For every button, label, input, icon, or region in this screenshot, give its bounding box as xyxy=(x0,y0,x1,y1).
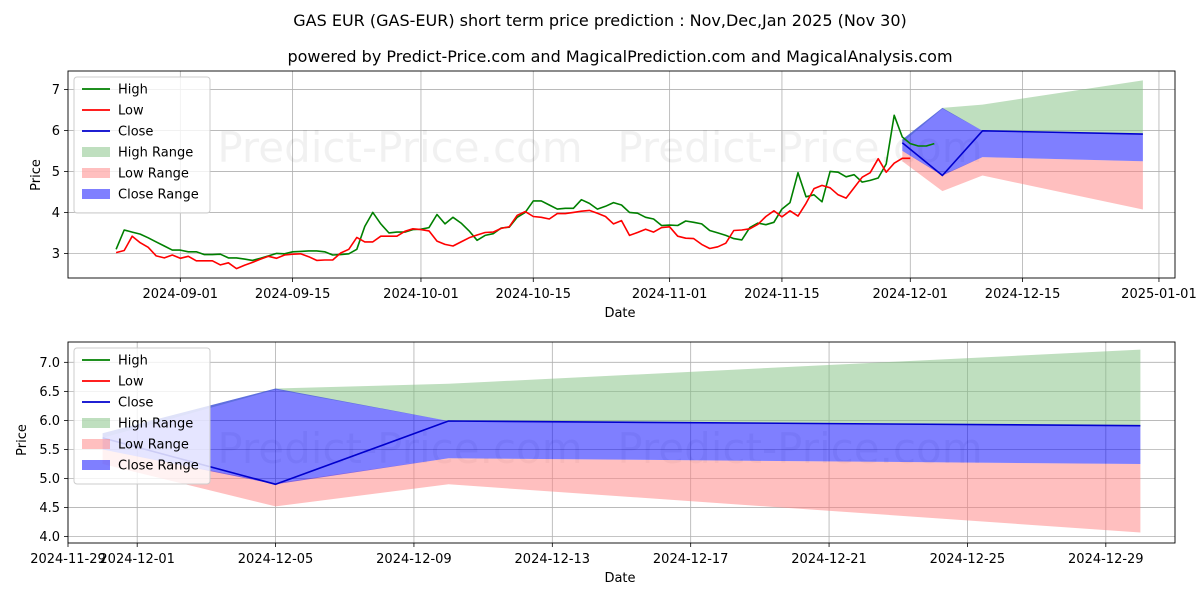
x-tick-label: 2024-12-15 xyxy=(985,287,1061,302)
bottom-forecast-panel: Predict-Price.comPredict-Price.com4.04.5… xyxy=(15,341,1176,586)
y-tick-label: 4.0 xyxy=(39,530,60,545)
x-tick-label: 2024-12-17 xyxy=(653,552,729,567)
legend: High Low Close High Range Low Range Close Ran… xyxy=(73,76,211,214)
close-range-band xyxy=(102,388,1141,485)
legend-label: Low xyxy=(118,375,144,390)
legend-box xyxy=(73,347,211,485)
y-tick-label: 3 xyxy=(52,247,60,262)
x-axis-label: Date xyxy=(604,306,635,321)
legend-label: Close Range xyxy=(118,188,199,203)
chart-title: GAS EUR (GAS-EUR) short term price predi… xyxy=(293,11,907,30)
x-axis-label: Date xyxy=(604,571,635,586)
legend-swatch-low-range xyxy=(82,168,110,178)
low-series-line xyxy=(115,157,911,270)
top-history-panel: Predict-Price.com Predict-Price.com345672… xyxy=(29,70,1197,321)
watermark-text: Predict-Price.com xyxy=(217,123,582,172)
y-tick-label: 5 xyxy=(52,165,60,180)
legend-label: High Range xyxy=(118,146,193,161)
y-tick-label: 4 xyxy=(52,206,60,221)
legend-label: Close Range xyxy=(118,459,199,474)
legend-label: Close xyxy=(118,125,153,140)
x-tick-label: 2024-10-01 xyxy=(383,287,459,302)
y-axis-label: Price xyxy=(29,159,44,191)
y-tick-label: 7 xyxy=(52,83,60,98)
x-tick-label: 2024-12-29 xyxy=(1068,552,1144,567)
legend-swatch-low-range xyxy=(82,439,110,449)
y-tick-label: 6 xyxy=(52,124,60,139)
legend-label: Low Range xyxy=(118,167,189,182)
y-tick-label: 6.0 xyxy=(39,414,60,429)
low-range-band xyxy=(102,449,1141,533)
x-tick-label: 2024-10-15 xyxy=(495,287,571,302)
close-series-line xyxy=(901,130,1143,177)
y-tick-label: 7.0 xyxy=(39,356,60,371)
legend-swatch-high-range xyxy=(82,418,110,428)
x-tick-label: 2025-01-01 xyxy=(1121,287,1197,302)
legend-swatch-high-range xyxy=(82,147,110,157)
legend-swatch-close-range xyxy=(82,189,110,199)
high-range-band xyxy=(102,349,1141,438)
axes-frame xyxy=(67,70,1176,279)
legend-box xyxy=(73,76,211,214)
low-range-band xyxy=(902,150,1143,210)
legend-label: High xyxy=(118,354,148,369)
legend-label: High xyxy=(118,83,148,98)
x-tick-label: 2024-12-09 xyxy=(376,552,452,567)
high-range-band xyxy=(902,80,1143,143)
x-tick-label: 2024-11-15 xyxy=(744,287,820,302)
y-tick-label: 4.5 xyxy=(39,501,60,516)
y-axis-label: Price xyxy=(15,424,30,456)
x-tick-label: 2024-12-01 xyxy=(99,552,175,567)
x-tick-label: 2024-12-25 xyxy=(930,552,1006,567)
x-tick-label: 2024-12-05 xyxy=(238,552,314,567)
legend-swatch-close-range xyxy=(82,460,110,470)
legend-label: Low Range xyxy=(118,438,189,453)
legend-label: High Range xyxy=(118,417,193,432)
chart-subtitle: powered by Predict-Price.com and Magical… xyxy=(287,47,952,66)
x-tick-label: 2024-12-13 xyxy=(515,552,591,567)
legend: High Low Close High Range Low Range Close Ran… xyxy=(73,347,211,485)
x-tick-label: 2024-11-01 xyxy=(632,287,708,302)
x-tick-label: 2024-09-01 xyxy=(143,287,219,302)
y-tick-label: 5.5 xyxy=(39,443,60,458)
legend-label: Close xyxy=(118,396,153,411)
axes-frame xyxy=(67,341,1176,544)
x-tick-label: 2024-09-15 xyxy=(255,287,331,302)
legend-label: Low xyxy=(118,104,144,119)
y-tick-label: 6.5 xyxy=(39,385,60,400)
x-tick-label: 2024-12-21 xyxy=(791,552,867,567)
close-range-band xyxy=(902,107,1143,176)
x-tick-label: 2024-11-29 xyxy=(30,552,106,567)
x-tick-label: 2024-12-01 xyxy=(873,287,949,302)
y-tick-label: 5.0 xyxy=(39,472,60,487)
